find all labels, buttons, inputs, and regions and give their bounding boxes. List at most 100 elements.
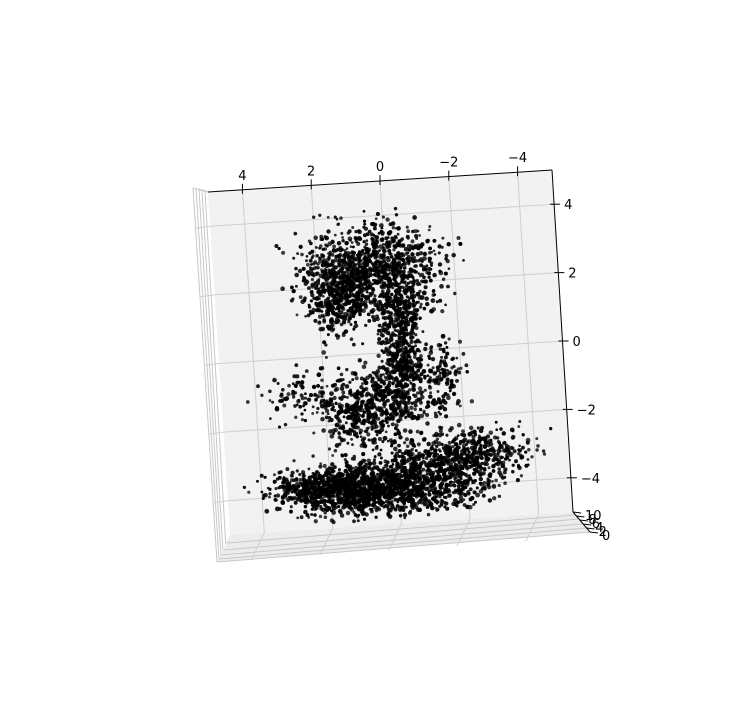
scatter-point bbox=[519, 474, 524, 478]
scatter-point bbox=[309, 482, 313, 486]
scatter-point bbox=[359, 259, 363, 263]
scatter-point bbox=[396, 401, 402, 406]
scatter-point bbox=[346, 415, 352, 420]
scatter-point bbox=[455, 378, 459, 383]
scatter-point bbox=[454, 449, 458, 453]
scatter-point bbox=[463, 480, 469, 485]
scatter-point bbox=[364, 462, 369, 467]
scatter-point bbox=[344, 281, 348, 285]
scatter-point bbox=[426, 374, 430, 378]
scatter-point bbox=[325, 491, 330, 497]
scatter-point bbox=[455, 356, 459, 360]
scatter-point bbox=[371, 467, 375, 471]
z-grid-line bbox=[214, 272, 559, 296]
scatter-point bbox=[519, 454, 525, 460]
scatter-point bbox=[350, 423, 355, 428]
scatter-point bbox=[362, 517, 367, 521]
scatter-point bbox=[403, 346, 408, 351]
scatter-point bbox=[371, 448, 375, 452]
scatter-point bbox=[406, 229, 411, 234]
scatter-point bbox=[352, 403, 357, 407]
scatter-point bbox=[428, 394, 433, 399]
scatter-point bbox=[295, 374, 300, 379]
scatter-point bbox=[304, 483, 308, 486]
scatter-point bbox=[400, 299, 404, 303]
scatter-point bbox=[400, 347, 405, 352]
scatter-point bbox=[295, 469, 299, 473]
scatter-point bbox=[376, 332, 380, 336]
scatter-point bbox=[408, 311, 412, 315]
scatter-point bbox=[314, 397, 318, 402]
scatter-point bbox=[292, 483, 296, 488]
scatter-point bbox=[441, 371, 446, 376]
scatter-point bbox=[395, 360, 400, 365]
scatter-point bbox=[274, 406, 280, 412]
scatter-point bbox=[400, 373, 404, 377]
scatter-point bbox=[440, 245, 444, 249]
scatter-point bbox=[331, 454, 335, 457]
scatter-point bbox=[443, 491, 447, 494]
scatter-point bbox=[421, 290, 427, 296]
scatter-point bbox=[360, 413, 366, 418]
scatter-point bbox=[462, 440, 466, 444]
scatter-point bbox=[307, 273, 311, 277]
scatter-point bbox=[293, 500, 298, 505]
scatter-point bbox=[453, 454, 457, 459]
scatter-point bbox=[379, 423, 384, 429]
scatter-point bbox=[397, 448, 402, 454]
scatter-point bbox=[413, 353, 417, 357]
scatter-point bbox=[381, 242, 385, 246]
scatter-point bbox=[476, 426, 480, 430]
scatter-point bbox=[462, 503, 467, 507]
scatter-point bbox=[313, 235, 318, 241]
scatter-point bbox=[430, 298, 436, 303]
scatter-point bbox=[337, 253, 341, 257]
scatter-point bbox=[455, 401, 460, 406]
scatter-point bbox=[432, 288, 436, 293]
scatter-point bbox=[376, 495, 381, 501]
scatter-point bbox=[413, 340, 418, 344]
scatter-point bbox=[457, 488, 462, 494]
scatter-point bbox=[402, 392, 408, 398]
scatter-point bbox=[321, 428, 326, 433]
scatter-point bbox=[345, 460, 349, 464]
scatter-point bbox=[377, 487, 382, 492]
scatter-point bbox=[314, 470, 319, 474]
scatter-point bbox=[423, 492, 427, 496]
scatter-point bbox=[353, 495, 356, 498]
scatter-point bbox=[465, 455, 471, 460]
scatter-point bbox=[413, 407, 417, 411]
scatter-point bbox=[471, 471, 477, 476]
scatter-point bbox=[395, 343, 401, 349]
scatter-point bbox=[398, 417, 403, 422]
scatter-point bbox=[501, 455, 504, 459]
scatter-point bbox=[334, 274, 339, 279]
scatter-point bbox=[310, 293, 315, 298]
scatter-point bbox=[411, 229, 415, 234]
scatter-point bbox=[281, 480, 286, 485]
scatter-point bbox=[325, 311, 331, 317]
scatter-point bbox=[338, 500, 341, 504]
scatter-point bbox=[499, 427, 503, 431]
scatter-point bbox=[471, 459, 475, 464]
scatter-point bbox=[352, 301, 357, 307]
scatter-point bbox=[300, 412, 304, 416]
scatter-point bbox=[436, 500, 440, 504]
scatter-point bbox=[420, 394, 425, 400]
scatter-point bbox=[398, 240, 402, 244]
scatter-point bbox=[406, 277, 410, 281]
scatter-point bbox=[419, 491, 425, 497]
scatter-point bbox=[341, 378, 345, 381]
scatter-point bbox=[418, 283, 422, 286]
scatter-point bbox=[414, 454, 418, 459]
scatter-point bbox=[304, 314, 307, 318]
scatter-point bbox=[406, 281, 410, 285]
scatter-point bbox=[488, 447, 493, 453]
scatter-point bbox=[396, 341, 400, 346]
scatter-point bbox=[380, 365, 386, 370]
scatter-point bbox=[418, 364, 423, 369]
scatter-point bbox=[454, 442, 459, 447]
scatter-point bbox=[459, 366, 463, 370]
scatter-point bbox=[283, 422, 288, 427]
scatter-point bbox=[428, 368, 432, 372]
